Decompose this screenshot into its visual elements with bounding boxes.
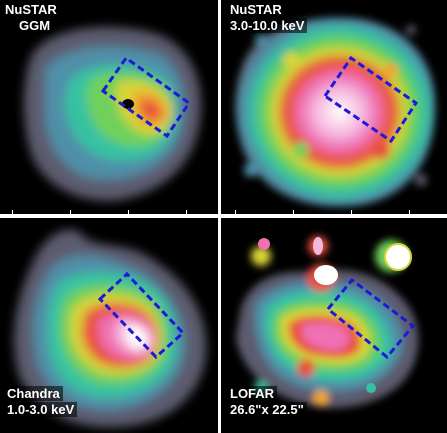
panel-lofar: LOFAR 26.6"x 22.5" — [221, 218, 447, 433]
panel-label-line2: GGM — [16, 18, 54, 33]
panel-label-line1: LOFAR — [227, 386, 278, 401]
panel-label-line2: 26.6"x 22.5" — [227, 402, 307, 417]
panel-label-line1: NuSTAR — [227, 2, 285, 17]
panel-label-line1: NuSTAR — [2, 2, 60, 17]
panel-label-line2: 3.0-10.0 keV — [227, 18, 308, 33]
panel-nustar-ggm: NuSTAR GGM — [0, 0, 218, 214]
region-box — [100, 55, 192, 139]
lofar-image — [236, 236, 419, 408]
panel-chandra: Chandra 1.0-3.0 keV — [0, 218, 218, 433]
tick-marks — [221, 210, 447, 214]
tick-marks — [0, 210, 218, 214]
central-source-hole — [122, 99, 134, 109]
panel-nustar-hard: NuSTAR 3.0-10.0 keV — [221, 0, 447, 214]
region-box — [97, 271, 186, 360]
panel-label-line1: Chandra — [4, 386, 63, 401]
region-box — [322, 55, 419, 144]
panel-label-line2: 1.0-3.0 keV — [4, 402, 78, 417]
chandra-image — [14, 229, 207, 428]
ggm-image — [24, 27, 201, 201]
nustar-image — [235, 17, 436, 207]
region-box — [325, 277, 416, 360]
